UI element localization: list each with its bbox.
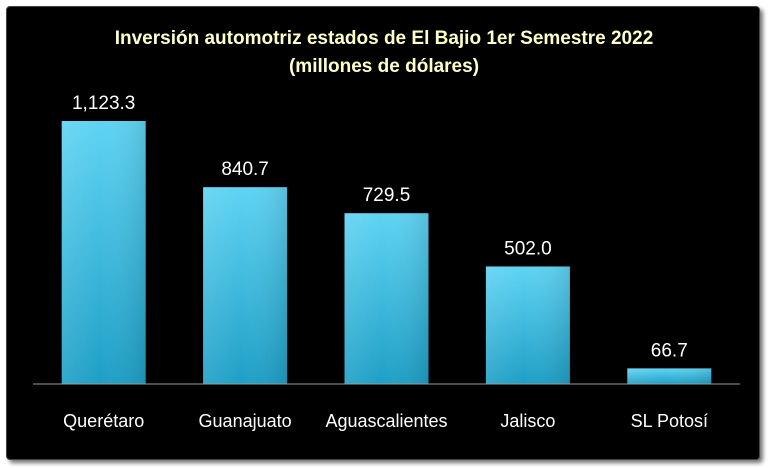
category-label-4: SL Potosí [631, 411, 708, 431]
data-label-2: 729.5 [363, 185, 411, 206]
bar-shading-3 [485, 266, 570, 384]
bar-shading-1 [203, 187, 288, 384]
bar-shading-0 [61, 121, 146, 384]
data-label-4: 66.7 [651, 340, 688, 361]
chart-subtitle: (millones de dólares) [289, 56, 479, 77]
data-label-1: 840.7 [221, 159, 269, 180]
category-label-0: Querétaro [63, 411, 144, 431]
bars-group: 1,123.3 Querétaro 840.7 Guanajuato 729.5 Agua… [61, 93, 712, 431]
category-label-3: Jalisco [500, 411, 555, 431]
data-label-0: 1,123.3 [72, 93, 135, 114]
chart-title: Inversión automotriz estados de El Bajio… [115, 28, 654, 49]
bar-shading-2 [344, 213, 429, 384]
bar-shading-4 [627, 368, 712, 384]
category-label-1: Guanajuato [199, 411, 292, 431]
data-label-3: 502.0 [504, 238, 552, 259]
category-label-2: Aguascalientes [325, 411, 447, 431]
